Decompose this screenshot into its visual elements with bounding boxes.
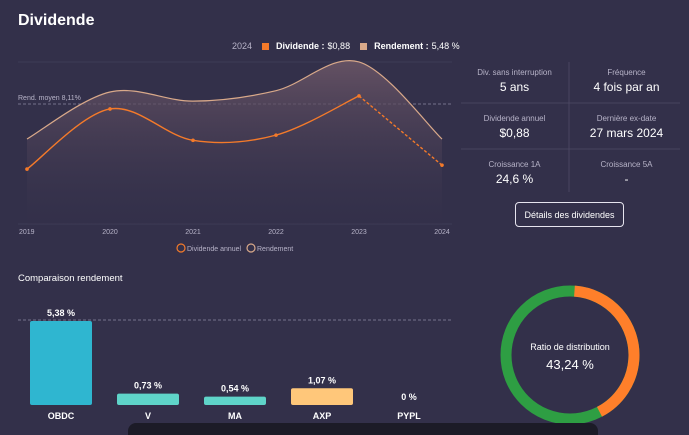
stats-grid-lines: [461, 62, 680, 192]
dividend-point-2019: [25, 167, 29, 171]
stat-label: Fréquence: [607, 68, 646, 77]
dividend-point-2021: [191, 138, 195, 143]
bottom-legend-yield: Rendement: [257, 246, 293, 253]
legend-yield-value: 5,48 %: [431, 41, 460, 51]
x-tick-2019: 2019: [19, 229, 35, 236]
legend-yield-label: Rendement :: [374, 41, 429, 51]
stat-value: $0,88: [499, 126, 530, 140]
stat-label: Div. sans interruption: [477, 68, 552, 77]
yield-swatch: [360, 42, 368, 50]
stat-annual-dividend: Dividende annuel $0,88: [461, 103, 568, 149]
yield-line: [26, 59, 443, 140]
stat-uninterrupted: Div. sans interruption 5 ans: [461, 57, 568, 103]
stat-last-ex-date: Dernière ex-date 27 mars 2024: [573, 103, 680, 149]
bar-OBDC: [30, 321, 92, 405]
dividend-details-button[interactable]: Détails des dividendes: [515, 202, 624, 227]
bar-V: [117, 393, 179, 405]
bar-value-label: 5,38 %: [47, 308, 75, 318]
bar-AXP: [291, 388, 353, 405]
stat-label: Croissance 1A: [488, 160, 541, 169]
stat-growth-5y: Croissance 5A -: [573, 149, 680, 195]
bar-value-label: 0,54 %: [221, 384, 249, 394]
comparison-title: Comparaison rendement: [18, 273, 123, 284]
bar-value-label: 0,73 %: [134, 381, 162, 391]
bar-category-label: AXP: [313, 411, 332, 421]
legend-dividend-label: Dividende :: [276, 41, 325, 51]
bar-category-label: MA: [228, 411, 242, 421]
x-tick-2023: 2023: [351, 229, 367, 236]
bottom-legend-yield-marker: [246, 243, 256, 253]
legend-dividend[interactable]: Dividende : $0,88: [262, 41, 350, 51]
stat-label: Croissance 5A: [600, 160, 653, 169]
bottom-legend-dividend: Dividende annuel: [187, 246, 242, 253]
x-tick-2024: 2024: [434, 229, 450, 236]
bottom-legend: Dividende annuel Rendement: [176, 243, 293, 253]
dividend-point-2023: [357, 94, 361, 98]
x-tick-2020: 2020: [102, 229, 118, 236]
legend-year: 2024: [232, 41, 253, 51]
legend-yield[interactable]: Rendement : 5,48 %: [360, 41, 460, 51]
dividend-point-2024: [440, 163, 444, 167]
yield-comparison-bar-chart: 5,38 % OBDC 0,73 % V 0,54 % MA 1,07 % AXP 0 % PYP…: [18, 308, 452, 421]
dividend-point-2020: [108, 107, 112, 111]
bar-value-label: 1,07 %: [308, 375, 336, 385]
bar-category-label: OBDC: [48, 411, 75, 421]
bar-value-label: 0 %: [401, 392, 417, 402]
dividend-line-chart: Rend. moyen 8,11% 2019 2020 2021 2022 2023 20…: [18, 59, 452, 253]
stat-label: Dividende annuel: [483, 114, 546, 123]
ratio-value: 43,24 %: [546, 357, 594, 372]
x-tick-2021: 2021: [185, 229, 201, 236]
stat-value: 5 ans: [499, 80, 530, 94]
x-tick-2022: 2022: [268, 229, 284, 236]
bottom-legend-dividend-marker: [176, 243, 186, 253]
bar-category-label: V: [145, 411, 151, 421]
stat-value: 4 fois par an: [593, 80, 660, 94]
stat-value: 24,6 %: [495, 172, 534, 186]
chart-legend: 2024 Dividende : $0,88 Rendement : 5,48 …: [232, 41, 460, 51]
dividend-projection-line: [358, 95, 443, 166]
bar-MA: [204, 396, 266, 405]
ring-orange-segment: [500, 285, 640, 425]
dividend-swatch: [262, 42, 270, 50]
bar-category-label: PYPL: [397, 411, 421, 421]
dividend-point-2022: [274, 133, 278, 137]
average-annotation: Rend. moyen 8,11%: [18, 95, 81, 102]
stat-frequency: Fréquence 4 fois par an: [573, 57, 680, 103]
legend-dividend-value: $0,88: [327, 41, 351, 51]
stat-growth-1y: Croissance 1A 24,6 %: [461, 149, 568, 195]
stat-value: 27 mars 2024: [589, 126, 664, 140]
section-title: Dividende: [18, 12, 95, 29]
dividend-stats-grid: Div. sans interruption 5 ans Fréquence 4…: [461, 57, 680, 197]
stat-value: -: [624, 172, 629, 186]
stat-label: Dernière ex-date: [596, 114, 657, 123]
ratio-label: Ratio de distribution: [530, 342, 610, 352]
bottom-panel-edge: [128, 423, 598, 435]
